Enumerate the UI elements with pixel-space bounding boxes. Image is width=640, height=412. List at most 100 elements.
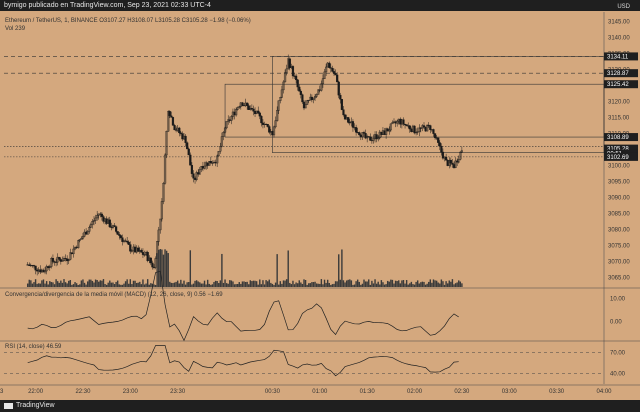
volume-bar <box>50 282 53 287</box>
volume-bar <box>443 284 446 287</box>
candle-body <box>187 148 190 156</box>
volume-bar <box>82 279 84 287</box>
candle-body <box>173 125 176 131</box>
candle-body <box>86 231 89 235</box>
drawing-rectangle <box>272 56 605 153</box>
volume-bar <box>421 281 424 287</box>
volume-value: 239 <box>15 26 26 32</box>
candle-body <box>77 240 80 249</box>
volume-bar <box>459 281 462 287</box>
volume-bar <box>77 284 79 287</box>
volume-bar <box>58 282 60 287</box>
candle-body <box>452 164 456 168</box>
volume-bar <box>75 283 78 287</box>
volume-bar <box>319 283 321 287</box>
candle-body <box>310 96 313 101</box>
candle-body <box>170 115 173 118</box>
macd-legend: Convergencia/divergencia de la media móv… <box>5 292 223 298</box>
candle-body <box>418 127 421 132</box>
y-tick-label: 3080.00 <box>608 227 630 233</box>
volume-bar <box>429 279 432 287</box>
volume-bar <box>338 254 340 287</box>
x-tick-label: 02:00 <box>407 389 423 395</box>
candle-body <box>235 109 238 116</box>
candle-body <box>36 269 39 272</box>
volume-bar <box>175 281 177 287</box>
volume-bar <box>38 283 40 287</box>
volume-bar <box>289 282 291 287</box>
candle-body <box>223 127 227 133</box>
candle-body <box>399 118 402 125</box>
candle-body <box>301 94 304 103</box>
volume-bar <box>374 279 376 287</box>
volume-bar <box>336 281 338 287</box>
candle-body <box>258 112 261 117</box>
volume-bar <box>159 249 162 287</box>
price-tag-label: 3102.69 <box>607 155 629 161</box>
volume-bar <box>448 280 450 287</box>
volume-bar <box>404 283 406 287</box>
volume-bar <box>330 284 332 287</box>
volume-bar <box>279 281 282 287</box>
candle-body <box>347 117 350 123</box>
x-tick-label: 01:00 <box>312 389 328 395</box>
volume-bar <box>300 282 302 287</box>
candle-body <box>340 99 343 110</box>
volume-bar <box>218 283 220 287</box>
volume-bar <box>189 250 192 287</box>
candle-body <box>186 142 189 150</box>
volume-bar <box>440 279 443 287</box>
x-tick-label: 04:00 <box>596 389 612 395</box>
candle-body <box>216 155 219 164</box>
volume-bar <box>284 280 286 287</box>
rsi-title: RSI (14, close) <box>5 344 45 350</box>
candle-body <box>140 249 143 253</box>
volume-bar <box>331 284 334 287</box>
volume-bar <box>26 283 29 287</box>
volume-bar <box>44 283 46 287</box>
volume-bar <box>257 284 259 287</box>
volume-bar <box>311 282 313 287</box>
volume-bar <box>98 281 100 287</box>
candle-body <box>391 122 394 125</box>
volume-bar <box>197 281 199 287</box>
volume-bar <box>391 279 394 287</box>
volume-bar <box>249 280 252 287</box>
volume-bar <box>334 281 337 287</box>
volume-bar <box>420 282 422 287</box>
candle-body <box>272 126 276 136</box>
volume-bar <box>148 284 150 287</box>
volume-bar <box>213 282 215 287</box>
price-tag <box>604 69 638 78</box>
volume-bar <box>181 283 184 287</box>
volume-bar <box>273 284 275 287</box>
candle-body <box>358 132 361 136</box>
volume-bar <box>325 282 327 287</box>
volume-bar <box>458 280 460 287</box>
candle-body <box>206 162 209 166</box>
macd-values: 0.56 −1.69 <box>194 292 223 298</box>
candle-body <box>377 137 380 140</box>
candle-body <box>419 127 422 129</box>
volume-bar <box>304 280 307 287</box>
candle-body <box>385 128 388 135</box>
candle-body <box>85 231 88 235</box>
volume-bar <box>360 284 362 287</box>
candle-body <box>250 108 253 110</box>
candle-body <box>369 136 372 141</box>
volume-bar <box>366 281 368 287</box>
volume-bar <box>287 250 289 287</box>
volume-bar <box>274 282 277 287</box>
volume-bar <box>412 284 414 287</box>
volume-bar <box>285 279 288 287</box>
candle-body <box>370 140 373 142</box>
candle-body <box>359 134 362 138</box>
candle-body <box>203 165 206 169</box>
volume-bar <box>322 284 324 287</box>
candle-body <box>307 99 310 101</box>
candle-body <box>181 133 184 140</box>
x-tick-label: 00:30 <box>265 389 281 395</box>
price-tag <box>604 80 638 89</box>
candle-body <box>331 67 334 72</box>
volume-bar <box>240 283 242 287</box>
